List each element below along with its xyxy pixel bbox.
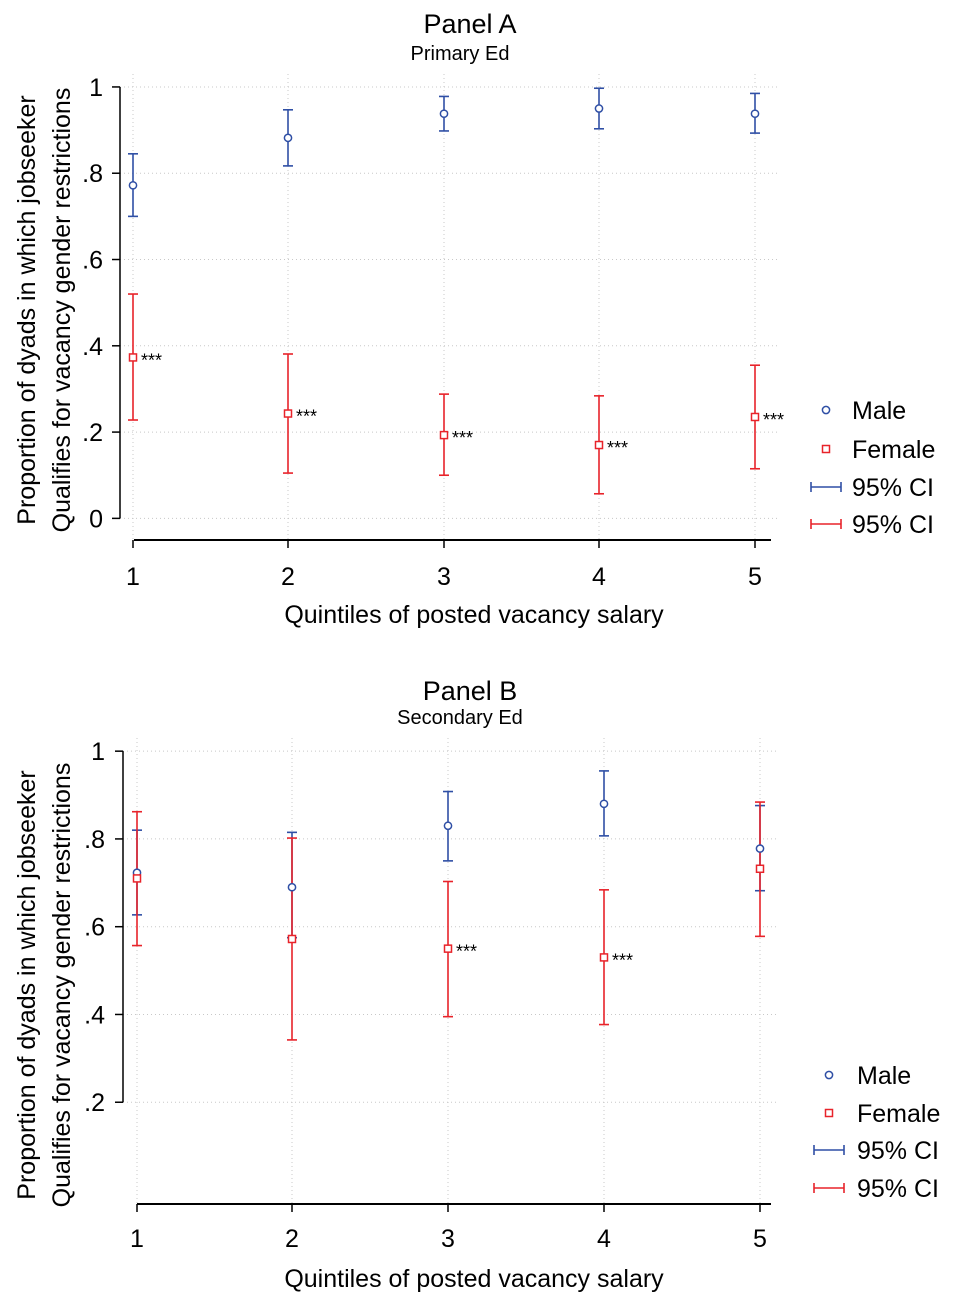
male-point	[750, 109, 760, 119]
y-tick-label: 0	[89, 505, 103, 533]
chart-subtitle: Primary Ed	[411, 43, 510, 65]
female-point	[128, 353, 138, 362]
y-tick-label: .4	[82, 333, 103, 361]
y-axis-label-line2: Qualifies for vacancy gender restriction…	[48, 763, 76, 1208]
significance-label: ***	[607, 438, 628, 458]
legend: Male Female 95% CI 95% CI	[813, 1062, 940, 1203]
legend-male-marker	[821, 405, 831, 415]
female-point	[599, 953, 609, 962]
chart-title: Panel A	[423, 9, 516, 39]
significance-label: ***	[296, 407, 317, 427]
legend-ci-male-label: 95% CI	[857, 1137, 939, 1165]
y-tick-label: .4	[84, 1001, 105, 1029]
x-tick-label: 4	[597, 1225, 611, 1253]
y-tick-label: .8	[82, 160, 103, 188]
male-point	[287, 882, 297, 892]
male-point	[755, 844, 765, 853]
x-tick-label: 4	[592, 563, 606, 591]
y-tick-label: .2	[82, 419, 103, 447]
male-point	[443, 821, 453, 831]
x-axis-label: Quintiles of posted vacancy salary	[284, 601, 664, 629]
x-tick-label: 1	[130, 1225, 144, 1253]
female-point	[439, 430, 449, 440]
chart-subtitle: Secondary Ed	[397, 707, 523, 729]
legend-male-label: Male	[857, 1062, 911, 1090]
male-point	[283, 133, 293, 143]
significance-label: ***	[452, 428, 473, 448]
male-point	[594, 104, 604, 113]
female-point	[594, 440, 604, 450]
significance-label: ***	[456, 942, 477, 962]
significance-label: ***	[763, 410, 784, 430]
significance-label: ***	[141, 350, 162, 370]
x-tick-label: 3	[437, 563, 451, 591]
x-tick-label: 1	[126, 563, 140, 591]
legend: Male Female 95% CI 95% CI	[810, 397, 935, 539]
male-point	[599, 799, 609, 809]
x-tick-label: 2	[285, 1225, 299, 1253]
legend-male-marker	[824, 1070, 834, 1080]
y-tick-label: .6	[84, 914, 105, 942]
legend-ci-female-label: 95% CI	[857, 1175, 939, 1203]
female-point	[287, 934, 297, 944]
panel-a: Panel A Primary Ed 0 .2 .4 .6 .8 1 1 2 3 4 5 Quintile…	[13, 9, 935, 629]
male-point	[128, 180, 138, 190]
y-tick-label: 1	[91, 738, 105, 766]
female-point	[132, 874, 142, 883]
x-tick-label: 2	[281, 563, 295, 591]
legend-female-marker	[821, 444, 831, 454]
chart-title: Panel B	[423, 676, 518, 706]
x-axis-label: Quintiles of posted vacancy salary	[284, 1265, 664, 1293]
female-point	[443, 944, 453, 953]
y-tick-label: .2	[84, 1089, 105, 1117]
significance-label: ***	[612, 950, 633, 970]
y-tick-label: .8	[84, 826, 105, 854]
legend-female-label: Female	[857, 1100, 940, 1128]
y-axis-label-line2: Qualifies for vacancy gender restriction…	[48, 88, 76, 533]
female-point	[755, 864, 765, 874]
x-tick-label: 5	[748, 563, 762, 591]
y-tick-label: 1	[89, 74, 103, 102]
legend-ci-female-label: 95% CI	[852, 511, 934, 539]
legend-ci-male-label: 95% CI	[852, 474, 934, 502]
legend-female-marker	[824, 1108, 834, 1118]
female-point	[750, 412, 760, 422]
female-point	[283, 409, 293, 418]
y-tick-label: .6	[82, 247, 103, 275]
legend-female-label: Female	[852, 436, 935, 464]
y-axis-label-line1: Proportion of dyads in which jobseeker	[13, 95, 41, 524]
y-axis-label-line1: Proportion of dyads in which jobseeker	[13, 770, 41, 1199]
x-tick-label: 5	[753, 1225, 767, 1253]
legend-male-label: Male	[852, 397, 906, 425]
x-tick-label: 3	[441, 1225, 455, 1253]
male-point	[439, 109, 449, 119]
